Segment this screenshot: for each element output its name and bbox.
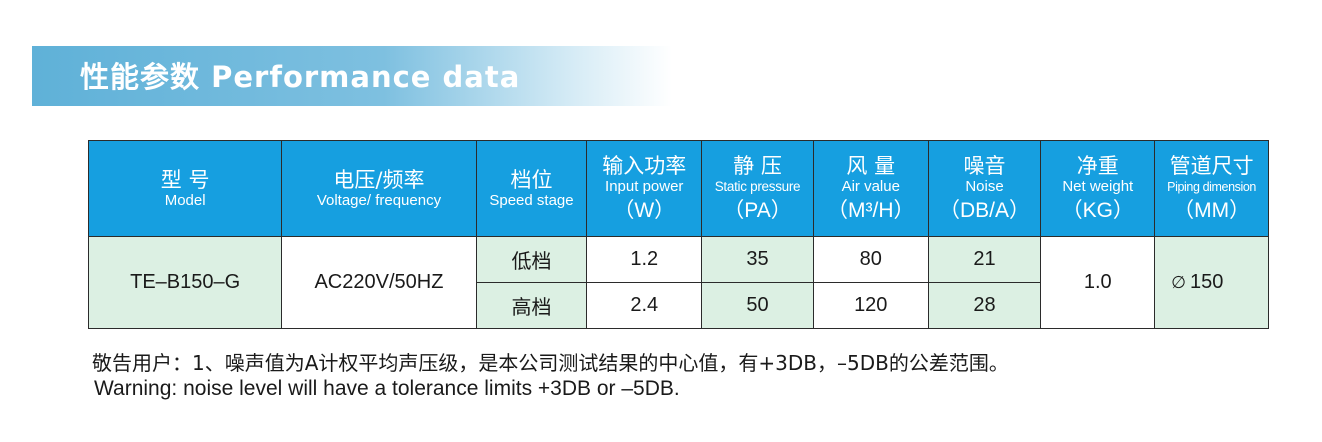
cell-noise: 21 (927, 236, 1042, 283)
performance-table: 型 号 Model 电压/频率 Voltage/ frequency 档位 Sp… (87, 140, 1269, 329)
note-english: Warning: noise level will have a toleran… (94, 377, 680, 400)
cell-static-pressure: 50 (701, 282, 814, 329)
diameter-icon: ∅ (1171, 273, 1186, 292)
cell-voltage: AC220V/50HZ (281, 236, 477, 329)
note-chinese: 敬告用户：1、噪声值为A计权平均声压级，是本公司测试结果的中心值，有+3DB，–… (92, 351, 1009, 375)
header-input-power: 输入功率 Input power （W） (586, 140, 703, 237)
table-row: 高档 2.4 50 120 28 (89, 282, 1269, 329)
header-air-value: 风 量 Air value （M³/H） (812, 140, 929, 237)
header-static-pressure: 静 压 Static pressure （PA） (701, 140, 814, 237)
header-net-weight: 净重 Net weight （KG） (1040, 140, 1156, 237)
cell-model: TE–B150–G (87, 236, 283, 329)
header-voltage: 电压/频率 Voltage/ frequency (281, 140, 477, 237)
cell-noise: 28 (927, 282, 1042, 329)
cell-speed-stage: 低档 (475, 236, 588, 283)
cell-net-weight: 1.0 (1040, 236, 1156, 329)
section-banner: 性能参数 Performance data (32, 46, 672, 106)
header-piping-dimension: 管道尺寸 Piping dimension （MM） (1154, 140, 1269, 237)
pipe-value: 150 (1189, 271, 1224, 293)
cell-static-pressure: 35 (701, 236, 814, 283)
cell-input-power: 2.4 (586, 282, 703, 329)
cell-speed-stage: 高档 (475, 282, 588, 329)
cell-input-power: 1.2 (586, 236, 703, 283)
table-row: TE–B150–G AC220V/50HZ 低档 1.2 35 80 21 1.… (87, 236, 1269, 329)
cell-piping-dimension: ∅ 150 (1154, 236, 1269, 329)
header-noise: 噪音 Noise （DB/A） (927, 140, 1042, 237)
cell-air-value: 120 (812, 282, 929, 329)
cell-air-value: 80 (812, 236, 929, 283)
section-title: 性能参数 Performance data (80, 60, 521, 94)
header-model: 型 号 Model (87, 140, 283, 237)
table-header-row: 型 号 Model 电压/频率 Voltage/ frequency 档位 Sp… (87, 140, 1269, 237)
header-speed-stage: 档位 Speed stage (475, 140, 588, 237)
